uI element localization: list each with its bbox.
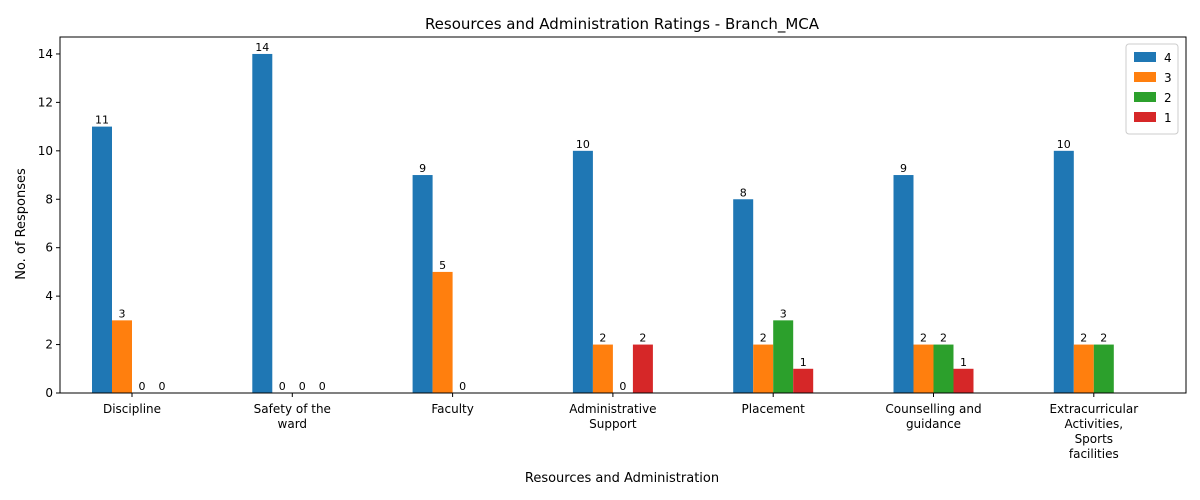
- data-label-3-1: 3: [119, 307, 126, 320]
- bar-4-3: [412, 175, 433, 393]
- x-tick-label: Placement: [742, 402, 806, 416]
- data-label-1-6: 1: [960, 356, 967, 369]
- data-label-1-5: 1: [800, 356, 807, 369]
- bar-4-7: [1053, 150, 1074, 393]
- bar-4-6: [893, 175, 914, 393]
- legend-label-3: 3: [1164, 71, 1172, 85]
- x-tick-label: Discipline: [103, 402, 161, 416]
- data-label-1-2: 0: [319, 380, 326, 393]
- bar-4-5: [733, 199, 754, 393]
- y-tick-label: 14: [38, 47, 53, 61]
- legend-label-2: 2: [1164, 91, 1172, 105]
- legend-swatch-2: [1134, 92, 1156, 102]
- x-tick-label: Safety of the ward: [254, 402, 331, 431]
- data-label-2-5: 3: [780, 307, 787, 320]
- bar-2-7: [1093, 344, 1114, 393]
- legend-label-4: 4: [1164, 51, 1172, 65]
- plot-frame: [59, 36, 1187, 394]
- data-label-1-4: 2: [639, 332, 646, 345]
- legend-box: [1125, 43, 1179, 135]
- data-label-1-1: 0: [159, 380, 166, 393]
- chart-title: Resources and Administration Ratings - B…: [425, 15, 820, 34]
- data-label-2-3: 0: [459, 380, 466, 393]
- bar-2-6: [933, 344, 954, 393]
- bar-3-1: [112, 320, 132, 393]
- data-label-3-5: 2: [760, 332, 767, 345]
- data-label-3-3: 5: [439, 259, 446, 272]
- data-label-2-1: 0: [139, 380, 146, 393]
- y-tick-label: 0: [45, 386, 53, 400]
- data-label-4-5: 8: [740, 186, 747, 199]
- legend-swatch-4: [1134, 52, 1156, 62]
- y-axis-label: No. of Responses: [14, 168, 29, 280]
- data-label-3-4: 2: [599, 332, 606, 345]
- x-axis-label: Resources and Administration: [525, 471, 719, 486]
- y-tick-label: 6: [45, 241, 53, 255]
- x-tick-label: Faculty: [431, 402, 474, 416]
- bar-3-5: [753, 344, 774, 393]
- x-tick-label: Administrative Support: [569, 402, 656, 431]
- y-tick-label: 8: [45, 192, 53, 206]
- data-label-4-2: 14: [255, 41, 269, 54]
- y-tick-label: 4: [45, 289, 53, 303]
- bar-4-4: [572, 150, 593, 393]
- bar-3-7: [1073, 344, 1094, 393]
- legend: 4 3 2 1: [1125, 43, 1179, 135]
- data-label-2-7: 2: [1100, 332, 1107, 345]
- bar-4-1: [92, 126, 112, 394]
- bar-1-5: [793, 368, 814, 393]
- legend-swatch-3: [1134, 72, 1156, 82]
- y-tick-label: 10: [38, 144, 53, 158]
- x-tick-label: Extracurricular Activities, Sports faciliti…: [1049, 402, 1138, 461]
- data-label-3-6: 2: [920, 332, 927, 345]
- data-label-2-6: 2: [940, 332, 947, 345]
- legend-swatch-1: [1134, 112, 1156, 122]
- bar-3-3: [432, 271, 453, 393]
- data-label-3-2: 0: [279, 380, 286, 393]
- legend-label-1: 1: [1164, 111, 1172, 125]
- bar-4-2: [252, 53, 273, 393]
- data-label-4-3: 9: [419, 162, 426, 175]
- y-tick-label: 2: [45, 338, 53, 352]
- bar-1-6: [953, 368, 974, 393]
- data-label-4-1: 11: [95, 114, 109, 127]
- data-label-4-4: 10: [576, 138, 590, 151]
- data-label-2-4: 0: [619, 380, 626, 393]
- x-tick-label: Counselling and guidance: [885, 402, 981, 431]
- bar-2-5: [773, 320, 794, 393]
- data-label-4-7: 10: [1057, 138, 1071, 151]
- bar-1-4: [632, 344, 653, 393]
- data-label-4-6: 9: [900, 162, 907, 175]
- bar-3-4: [592, 344, 613, 393]
- y-tick-label: 12: [38, 95, 53, 109]
- data-label-2-2: 0: [299, 380, 306, 393]
- data-label-3-7: 2: [1080, 332, 1087, 345]
- bar-3-6: [913, 344, 934, 393]
